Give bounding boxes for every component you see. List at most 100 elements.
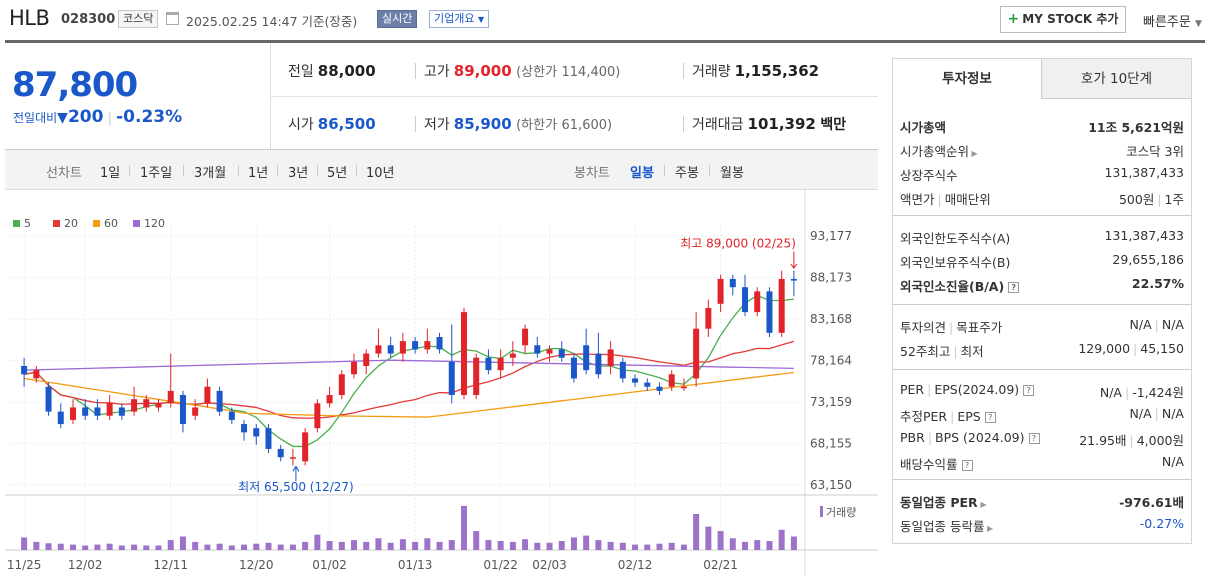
volume-bar <box>204 544 211 550</box>
chart-bg <box>5 190 878 576</box>
high-marker-arrow <box>790 251 798 270</box>
info-row: 상장주식수 131,387,433 <box>900 165 1184 183</box>
tab-monthly[interactable]: 월봉 <box>720 166 744 181</box>
candle <box>179 395 186 425</box>
help-icon[interactable]: ? <box>1023 385 1035 396</box>
candle <box>253 428 260 437</box>
volume-bar <box>143 545 150 550</box>
realtime-badge[interactable]: 실시간 <box>377 10 418 28</box>
help-icon[interactable]: ? <box>1028 433 1040 444</box>
x-tick-label: 11/25 <box>7 558 42 572</box>
stock-name: HLB <box>9 6 50 30</box>
volume-bar <box>656 543 663 550</box>
volume-bar <box>742 541 749 550</box>
volume-bar <box>485 540 492 550</box>
info-row: 52주최고 | 최저 129,000 | 45,150 <box>900 341 1184 359</box>
volume-bar <box>534 542 541 550</box>
candle <box>69 407 76 420</box>
info-row: 동일업종 PER ▶ -976.61배 <box>900 495 1184 510</box>
volume-bar <box>351 540 358 550</box>
volume-legend-swatch <box>820 506 823 517</box>
candle <box>338 374 345 396</box>
candle <box>790 278 797 281</box>
chevron-right-icon: ▶ <box>984 524 994 533</box>
volume-bar <box>558 541 565 550</box>
ma-legend-label: 5 <box>24 217 31 230</box>
y-tick-label: 93,177 <box>810 229 852 243</box>
tab-3m[interactable]: 3개월 <box>194 166 227 181</box>
candle <box>668 374 675 387</box>
stock-code: 028300 <box>61 12 116 27</box>
tab-daily[interactable]: 일봉 <box>630 166 654 181</box>
tab-5y[interactable]: 5년 <box>327 166 348 181</box>
high-marker-label: 최고 89,000 (02/25) <box>680 236 796 250</box>
volume-bar <box>21 537 28 550</box>
candle <box>558 349 565 358</box>
volume-bar <box>253 543 260 550</box>
volume-bar <box>179 536 186 550</box>
volume-bar <box>766 541 773 550</box>
info-row: 외국인보유주식수(B) 29,655,186 <box>900 252 1184 270</box>
candle <box>497 357 504 371</box>
company-overview-button[interactable]: 기업개요 ▼ <box>429 10 490 28</box>
volume-bar <box>155 545 162 550</box>
volume-bar <box>473 531 480 550</box>
info-row: PBR | BPS (2024.09)? 21.95배 | 4,000원 <box>900 430 1184 448</box>
candle <box>241 424 248 433</box>
price-change: 전일대비▼200 | -0.23% <box>13 107 183 127</box>
candle <box>742 287 749 313</box>
volume-bar <box>387 542 394 550</box>
my-stock-add-button[interactable]: + MY STOCK 추가 <box>1000 6 1126 33</box>
x-tick-label: 12/11 <box>153 558 188 572</box>
x-tick-label: 01/13 <box>398 558 433 572</box>
candle <box>619 361 626 379</box>
candle <box>607 349 614 367</box>
chevron-right-icon: ▶ <box>969 149 978 158</box>
tab-3y[interactable]: 3년 <box>288 166 309 181</box>
down-triangle-icon: ▼ <box>57 110 68 126</box>
ma-line-20 <box>24 340 795 419</box>
x-tick-label: 02/03 <box>532 558 567 572</box>
help-icon[interactable]: ? <box>961 460 973 471</box>
volume-bar <box>644 544 651 550</box>
day-high: 고가 89,000 (상한가 114,400) <box>424 62 621 80</box>
info-row: 추정PER | EPS? N/A | N/A <box>900 406 1184 424</box>
candle <box>302 432 309 462</box>
help-icon[interactable]: ? <box>984 412 996 423</box>
price-chart[interactable]: 5 20 60 120 93,177 88,173 83,168 78,164 73,159 68… <box>5 190 878 576</box>
tab-1y[interactable]: 1년 <box>248 166 269 181</box>
tab-10y[interactable]: 10년 <box>366 166 395 181</box>
volume-bar <box>314 534 321 550</box>
candle <box>351 361 358 375</box>
tab-orderbook-10[interactable]: 호가 10단계 <box>1042 59 1191 99</box>
low-marker-label: 최저 65,500 (12/27) <box>238 480 354 494</box>
quote-datetime: 2025.02.25 14:47 기준(장중) <box>186 14 358 29</box>
tab-weekly[interactable]: 주봉 <box>675 166 699 181</box>
tab-1w[interactable]: 1주일 <box>140 166 173 181</box>
info-row: 시가총액 11조 5,621억원 <box>900 120 1184 135</box>
tab-1d[interactable]: 1일 <box>100 166 121 181</box>
candle <box>754 291 761 313</box>
ma-legend-swatch <box>13 220 20 227</box>
calendar-icon <box>166 12 179 25</box>
y-tick-label: 63,150 <box>810 478 852 492</box>
volume: 거래량 1,155,362 <box>692 62 820 80</box>
ma-legend-swatch <box>53 220 60 227</box>
y-tick-label: 88,173 <box>810 271 852 285</box>
volume-bar <box>69 544 76 550</box>
help-icon[interactable]: ? <box>1008 282 1020 293</box>
candle <box>448 361 455 396</box>
volume-bar <box>289 544 296 550</box>
candle <box>473 357 480 396</box>
candle <box>326 395 333 404</box>
candle <box>509 353 516 358</box>
volume-bar <box>45 543 52 550</box>
quick-order-button[interactable]: 빠른주문 ▼ <box>1143 15 1202 30</box>
volume-bar <box>497 541 504 550</box>
low-marker-arrow <box>292 465 300 482</box>
volume-bar <box>717 531 724 550</box>
tab-investment-info[interactable]: 투자정보 <box>893 59 1042 99</box>
candle <box>766 291 773 333</box>
panel-divider <box>893 215 1191 216</box>
volume-bar <box>131 544 138 550</box>
